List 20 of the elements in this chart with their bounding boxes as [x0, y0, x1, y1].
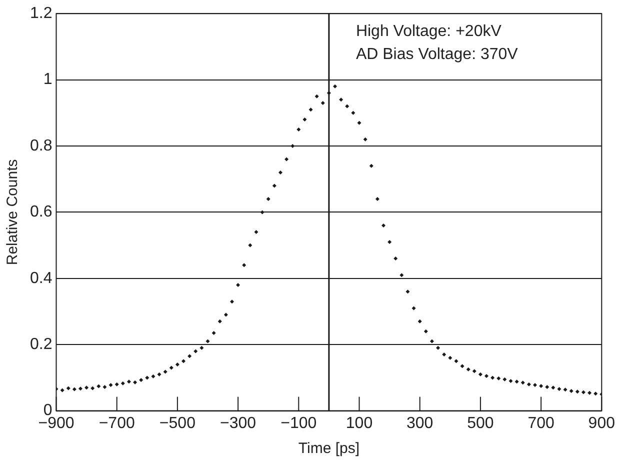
- x-tick-label: 900: [588, 414, 616, 432]
- x-axis-title: Time [ps]: [298, 440, 360, 458]
- x-tick-label: −900: [38, 414, 74, 432]
- x-tick-label: 100: [346, 414, 373, 432]
- x-tick-label: −500: [159, 414, 196, 432]
- x-tick-label: 700: [528, 414, 554, 432]
- annotation: High Voltage: +20kV: [356, 23, 502, 40]
- x-tick-label: −700: [98, 414, 135, 432]
- x-tick-label: −300: [220, 414, 256, 432]
- y-tick-label: 0.6: [30, 204, 52, 221]
- y-tick-label: 0.8: [30, 137, 52, 154]
- annotation: AD Bias Voltage: 370V: [356, 46, 518, 64]
- y-axis-title: Relative Counts: [4, 159, 22, 266]
- y-tick-label: 0.2: [30, 336, 52, 354]
- x-tick-label: −100: [280, 414, 317, 432]
- y-tick-label: 1: [43, 71, 52, 88]
- x-tick-label: 500: [467, 414, 494, 432]
- y-tick-label: 0.4: [30, 270, 52, 287]
- x-tick-label: 300: [406, 414, 434, 432]
- y-tick-label: 1.2: [30, 5, 52, 22]
